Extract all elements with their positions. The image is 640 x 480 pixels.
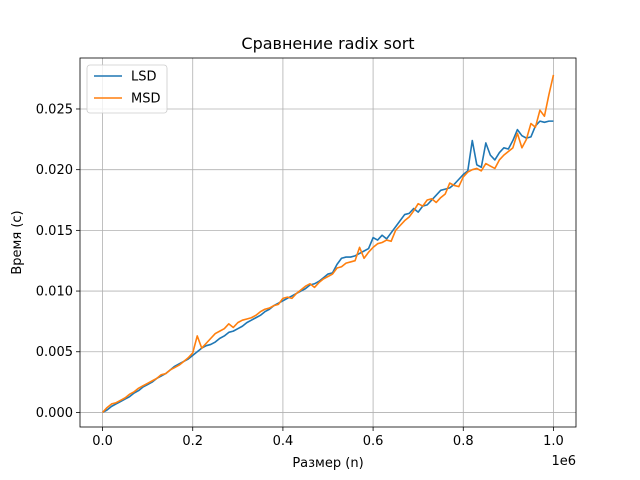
series-lines [101, 74, 555, 414]
series-line-lsd [102, 120, 554, 414]
legend-label-lsd: LSD [131, 70, 157, 85]
x-tick-label: 0.0 [92, 434, 113, 449]
grid [80, 58, 576, 427]
x-tick-label: 0.6 [363, 434, 384, 449]
legend-label-msd: MSD [131, 92, 160, 107]
x-axis-label: Размер (n) [292, 456, 363, 471]
y-axis-label: Время (с) [10, 210, 25, 274]
x-tick-label: 0.2 [182, 434, 203, 449]
y-tick-label: 0.010 [36, 285, 73, 300]
x-tick-label: 1.0 [543, 434, 564, 449]
series-line-msd [101, 74, 555, 413]
y-tick-label: 0.015 [36, 224, 73, 239]
y-tick-label: 0.020 [36, 163, 73, 178]
plot-frame [79, 57, 577, 428]
y-tick-label: 0.000 [36, 406, 73, 421]
x-tick-label: 0.4 [273, 434, 294, 449]
x-axis-offset-label: 1e6 [551, 454, 576, 469]
ticks: 0.0 0.2 0.4 0.6 0.8 1.0 0.000 0.005 0.010 0.015 0.… [36, 102, 564, 449]
y-tick-label: 0.005 [36, 345, 73, 360]
chart-title: Сравнение radix sort [241, 34, 414, 53]
legend-box [86, 64, 168, 114]
y-tick-label: 0.025 [36, 102, 73, 117]
x-tick-label: 0.8 [453, 434, 474, 449]
legend: LSD MSD [86, 64, 168, 114]
